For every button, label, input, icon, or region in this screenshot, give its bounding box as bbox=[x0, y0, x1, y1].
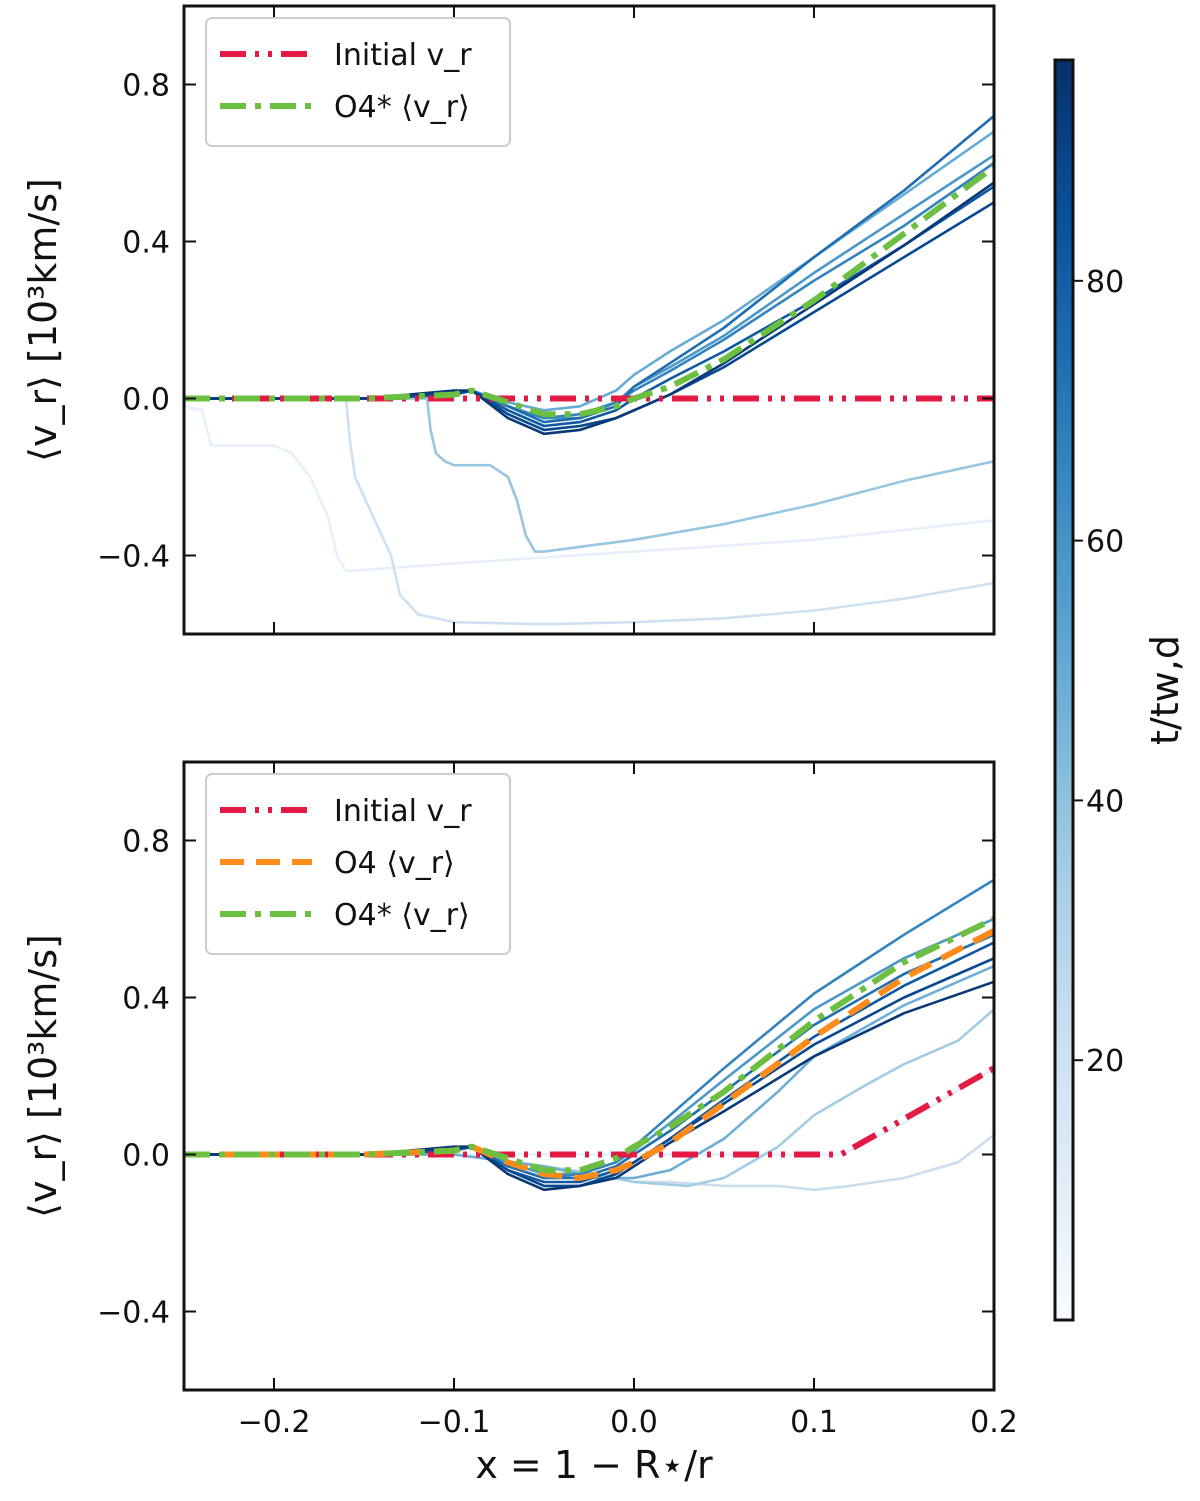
y-tick-label: 0.4 bbox=[122, 982, 170, 1017]
x-tick-label: −0.1 bbox=[418, 1405, 491, 1440]
series-line-dashdot bbox=[184, 164, 994, 418]
time-line-t20 bbox=[184, 397, 994, 626]
series-group-top bbox=[184, 164, 994, 418]
time-line-t58 bbox=[184, 154, 994, 420]
legend-box bbox=[205, 17, 511, 147]
series-line-dashdot bbox=[184, 916, 994, 1174]
time-line-t35 bbox=[184, 1008, 994, 1188]
time-line-t22 bbox=[184, 1133, 994, 1192]
series-group-bottom bbox=[184, 916, 994, 1181]
y-tick-label: 0.0 bbox=[122, 383, 170, 418]
time-line-t48 bbox=[184, 964, 994, 1180]
x-axis-label: x = 1 − R⋆/r bbox=[475, 1443, 713, 1487]
plot-frame-top bbox=[182, 4, 996, 636]
panel-bottom: −0.2 −0.1 0.0 0.1 0.2 −0.4 0.0 0.4 0.8 Initial v… bbox=[21, 760, 1018, 1440]
legend-label: O4* ⟨v_r⟩ bbox=[334, 898, 470, 933]
y-tick-label: 0.0 bbox=[122, 1139, 170, 1174]
y-tick-label: −0.4 bbox=[97, 540, 170, 575]
colorbar: 20 40 60 80 t/tw,d bbox=[1053, 58, 1187, 1322]
time-line-t74 bbox=[184, 933, 994, 1180]
plot-frame-bottom bbox=[182, 760, 996, 1392]
legend-top: Initial v_r O4* ⟨v_r⟩ bbox=[205, 17, 511, 147]
legend-label: O4 ⟨v_r⟩ bbox=[334, 846, 455, 881]
x-tick-label: 0.0 bbox=[610, 1405, 658, 1440]
time-line-t82 bbox=[184, 941, 994, 1184]
series-line-dashed bbox=[184, 928, 994, 1181]
time-line-t94 bbox=[184, 980, 994, 1192]
colorbar-tick-label: 40 bbox=[1086, 784, 1124, 819]
legend-box bbox=[205, 773, 511, 955]
x-tick-label: −0.2 bbox=[238, 1405, 311, 1440]
time-series-group-top bbox=[184, 114, 994, 626]
y-tick-label: 0.8 bbox=[122, 825, 170, 860]
colorbar-gradient bbox=[1053, 58, 1075, 1322]
time-line-t66 bbox=[184, 161, 994, 420]
legend-bottom: Initial v_r O4 ⟨v_r⟩ O4* ⟨v_r⟩ bbox=[205, 773, 511, 955]
x-tick-label: 0.2 bbox=[970, 1405, 1018, 1440]
time-line-t82 bbox=[184, 185, 994, 428]
colorbar-ticks: 20 40 60 80 bbox=[1073, 265, 1124, 1079]
time-line-t74 bbox=[184, 114, 994, 424]
panel-top: −0.4 0.0 0.4 0.8 Initial v_r O4* ⟨v_r⟩ ⟨v_r⟩… bbox=[21, 4, 996, 636]
time-line-t38 bbox=[184, 397, 994, 553]
colorbar-tick-label: 20 bbox=[1086, 1044, 1124, 1079]
colorbar-tick-label: 80 bbox=[1086, 265, 1124, 300]
y-tick-label: 0.8 bbox=[122, 69, 170, 104]
y-tick-label: 0.4 bbox=[122, 226, 170, 261]
legend-label: Initial v_r bbox=[334, 38, 472, 73]
y-axis-label-bottom: ⟨v_r⟩ [10³km/s] bbox=[21, 934, 65, 1218]
ticks-bottom: −0.2 −0.1 0.0 0.1 0.2 −0.4 0.0 0.4 0.8 bbox=[97, 762, 1018, 1440]
legend-label: O4* ⟨v_r⟩ bbox=[334, 90, 470, 125]
x-tick-label: 0.1 bbox=[790, 1405, 838, 1440]
time-line-t50 bbox=[184, 130, 994, 412]
time-line-t94 bbox=[184, 181, 994, 436]
colorbar-tick-label: 60 bbox=[1086, 525, 1124, 560]
time-line-t8 bbox=[184, 405, 994, 573]
y-tick-label: −0.4 bbox=[97, 1296, 170, 1331]
legend-label: Initial v_r bbox=[334, 794, 472, 829]
colorbar-label: t/tw,d bbox=[1143, 635, 1187, 745]
y-axis-label-top: ⟨v_r⟩ [10³km/s] bbox=[21, 178, 65, 462]
